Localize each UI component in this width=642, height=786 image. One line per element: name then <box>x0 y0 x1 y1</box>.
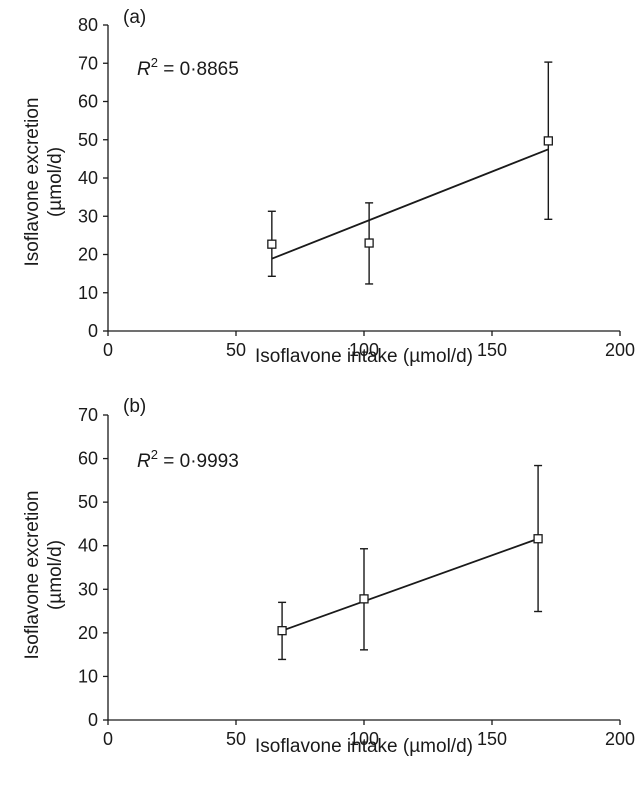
y-tick-label: 10 <box>78 283 98 303</box>
y-tick-label: 40 <box>78 536 98 556</box>
r-squared-value: = 0·8865 <box>158 59 239 80</box>
x-tick-label: 200 <box>605 729 635 749</box>
x-tick-label: 50 <box>226 340 246 360</box>
y-tick-label: 50 <box>78 492 98 512</box>
regression-line <box>271 148 549 260</box>
data-point-marker <box>543 136 553 146</box>
axes-a: 0 10 20 30 40 50 60 70 80 0 50 100 150 200 <box>78 15 635 360</box>
y-axis-title-b-line1: Isoflavone excretion <box>22 491 43 660</box>
regression-line <box>281 537 539 632</box>
x-tick-label: 0 <box>103 729 113 749</box>
x-tick-label: 100 <box>349 729 379 749</box>
y-axis-title-a-line2: (µmol/d) <box>45 147 66 217</box>
y-axis-title-a-line1: Isoflavone excretion <box>22 98 43 267</box>
r-squared-value: = 0·9993 <box>158 451 239 472</box>
y-tick-label: 0 <box>88 321 98 341</box>
y-tick-label: 30 <box>78 579 98 599</box>
r-squared-symbol: R <box>137 59 151 80</box>
chart-panel-a: 0 10 20 30 40 50 60 70 80 0 50 100 150 200 (a) R2 = 0… <box>22 7 635 367</box>
data-point-marker <box>267 239 277 249</box>
data-points-b <box>277 464 543 661</box>
panel-label-b: (b) <box>123 396 146 417</box>
axes-b: 0 10 20 30 40 50 60 70 0 50 100 150 200 <box>78 405 635 749</box>
y-tick-label: 50 <box>78 130 98 150</box>
data-points-a <box>267 61 553 285</box>
r-squared-symbol: R <box>137 451 151 472</box>
y-tick-label: 70 <box>78 405 98 425</box>
x-tick-label: 50 <box>226 729 246 749</box>
r-squared-annotation-a: R2 = 0·8865 <box>137 55 239 80</box>
x-tick-label: 0 <box>103 340 113 360</box>
x-tick-label: 150 <box>477 340 507 360</box>
y-axis-title-b-line2: (µmol/d) <box>45 540 66 610</box>
x-tick-label: 150 <box>477 729 507 749</box>
y-tick-label: 0 <box>88 710 98 730</box>
data-point-marker <box>533 534 543 544</box>
r-squared-exponent: 2 <box>151 55 158 70</box>
x-tick-label: 200 <box>605 340 635 360</box>
chart-panel-b: 0 10 20 30 40 50 60 70 0 50 100 150 200 (b) R2 = 0·9… <box>22 396 635 757</box>
x-tick-label: 100 <box>349 340 379 360</box>
r-squared-annotation-b: R2 = 0·9993 <box>137 447 239 472</box>
r-squared-exponent: 2 <box>151 447 158 462</box>
data-point-marker <box>359 594 369 604</box>
y-tick-label: 20 <box>78 623 98 643</box>
data-point-marker <box>364 238 374 248</box>
y-tick-label: 60 <box>78 92 98 112</box>
y-tick-label: 20 <box>78 245 98 265</box>
y-tick-label: 60 <box>78 449 98 469</box>
y-tick-label: 70 <box>78 53 98 73</box>
fit-lines-b <box>281 537 539 632</box>
x-axis-title-b: Isoflavone intake (µmol/d) <box>255 736 473 757</box>
x-axis-title-a: Isoflavone intake (µmol/d) <box>255 346 473 367</box>
fit-lines-a <box>271 148 549 260</box>
y-tick-label: 40 <box>78 168 98 188</box>
y-tick-label: 10 <box>78 666 98 686</box>
panel-label-a: (a) <box>123 7 146 28</box>
y-tick-label: 80 <box>78 15 98 35</box>
data-point-marker <box>277 626 287 636</box>
y-tick-label: 30 <box>78 206 98 226</box>
